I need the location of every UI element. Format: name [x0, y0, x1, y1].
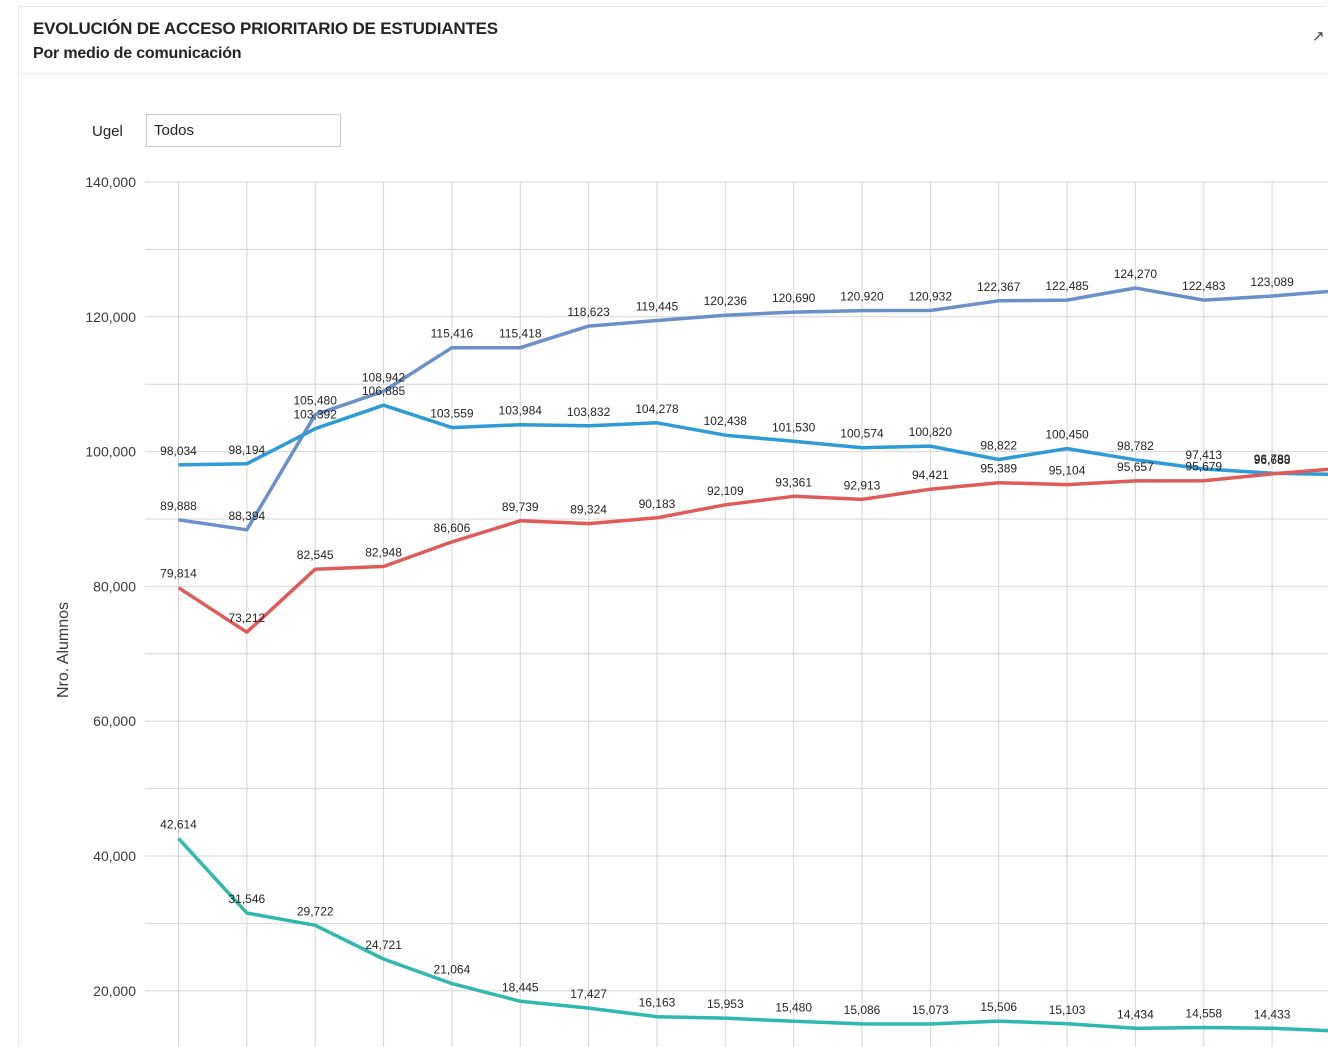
data-label: 89,888 [160, 499, 197, 513]
data-label: 21,064 [434, 963, 471, 977]
data-label: 73,212 [228, 611, 265, 625]
data-label: 89,324 [570, 503, 607, 517]
y-tick-label: 100,000 [85, 444, 136, 460]
data-label: 93,361 [775, 475, 812, 489]
data-label: 95,104 [1049, 464, 1086, 478]
data-label: 15,953 [707, 997, 744, 1011]
data-label: 122,485 [1045, 279, 1089, 293]
data-label: 92,109 [707, 484, 744, 498]
data-label: 95,657 [1117, 460, 1154, 474]
y-tick-label: 20,000 [93, 983, 136, 999]
data-label: 95,679 [1185, 460, 1222, 474]
data-label: 14,433 [1254, 1007, 1291, 1021]
data-label: 115,416 [431, 327, 474, 341]
data-label: 90,183 [639, 497, 676, 511]
data-label: 103,984 [499, 404, 543, 418]
data-label: 101,530 [772, 420, 816, 434]
data-label: 15,103 [1049, 1003, 1086, 1017]
data-label: 14,558 [1185, 1006, 1222, 1020]
header-divider [18, 73, 1328, 74]
visual-container [18, 6, 1324, 1047]
data-label: 122,367 [977, 280, 1021, 294]
data-label: 98,034 [160, 444, 197, 458]
ugel-filter-dropdown[interactable]: Todos [146, 114, 341, 147]
data-label: 103,832 [567, 405, 611, 419]
data-label: 108,942 [362, 370, 406, 384]
data-label: 18,445 [502, 980, 539, 994]
data-label: 120,236 [704, 294, 748, 308]
data-label: 24,721 [365, 938, 402, 952]
data-label: 98,782 [1117, 439, 1154, 453]
data-label: 29,722 [297, 904, 334, 918]
y-tick-label: 80,000 [93, 578, 136, 594]
series-line-1[interactable] [178, 286, 1328, 532]
data-label: 79,814 [160, 567, 197, 581]
grid-lines [145, 181, 1328, 1047]
data-label: 14,434 [1117, 1007, 1154, 1021]
data-label: 120,690 [772, 291, 816, 305]
data-label: 104,278 [635, 402, 679, 416]
data-label: 120,932 [909, 290, 953, 304]
data-label: 86,606 [434, 521, 471, 535]
data-label: 119,445 [636, 300, 679, 314]
data-label: 96,789 [1254, 452, 1291, 466]
data-label: 98,822 [980, 439, 1017, 453]
y-axis-label: Nro. Alumnos [55, 602, 72, 698]
chart-title: EVOLUCIÓN DE ACCESO PRIORITARIO DE ESTUD… [33, 19, 498, 38]
series-line-2[interactable] [178, 403, 1328, 477]
data-label: 106,885 [362, 384, 406, 398]
ugel-filter-label: Ugel [92, 123, 123, 140]
data-label: 82,545 [297, 548, 334, 562]
data-label: 102,438 [704, 414, 748, 428]
y-tick-label: 140,000 [85, 174, 136, 190]
data-label: 115,418 [499, 327, 542, 341]
data-label: 89,739 [502, 500, 539, 514]
data-label: 82,948 [365, 546, 402, 560]
chart-subtitle: Por medio de comunicación [33, 45, 242, 62]
data-label: 120,920 [840, 290, 884, 304]
data-label: 105,480 [294, 394, 338, 408]
series-line-3[interactable] [177, 467, 1328, 634]
data-label: 100,820 [909, 425, 953, 439]
data-label: 16,163 [639, 996, 676, 1010]
data-label: 100,574 [840, 427, 884, 441]
data-label: 95,389 [980, 462, 1017, 476]
data-label: 42,614 [160, 817, 197, 831]
data-label: 124,270 [1114, 267, 1158, 281]
data-label: 97,413 [1185, 448, 1222, 462]
series-line-4[interactable] [177, 837, 1328, 1033]
data-label: 100,450 [1045, 428, 1089, 442]
data-label: 17,427 [570, 987, 607, 1001]
expand-arrow-icon[interactable]: ↗ [1312, 28, 1325, 45]
series-lines [177, 286, 1328, 1033]
y-tick-label: 120,000 [85, 309, 136, 325]
y-tick-label: 40,000 [93, 848, 136, 864]
data-label: 98,194 [228, 443, 265, 457]
data-label: 31,546 [228, 892, 265, 906]
data-label: 123,089 [1250, 275, 1294, 289]
data-label: 118,623 [567, 305, 610, 319]
data-label: 103,559 [430, 407, 474, 421]
data-labels: 89,888 88,394 105,480 108,942 115,416 115,418… [160, 267, 1294, 1021]
data-label: 92,913 [844, 478, 881, 492]
data-label: 15,073 [912, 1003, 949, 1017]
y-tick-label: 60,000 [93, 713, 136, 729]
data-label: 15,506 [980, 1000, 1017, 1014]
data-label: 96,688 [1254, 453, 1291, 467]
data-label: 94,421 [912, 468, 949, 482]
data-label: 103,392 [294, 408, 338, 422]
data-label: 122,483 [1182, 279, 1226, 293]
data-label: 15,480 [775, 1000, 812, 1014]
data-label: 88,394 [228, 509, 265, 523]
y-axis-ticks: 20,000 40,000 60,000 80,000 100,000 120,000 14… [85, 174, 136, 999]
data-label: 15,086 [844, 1003, 881, 1017]
